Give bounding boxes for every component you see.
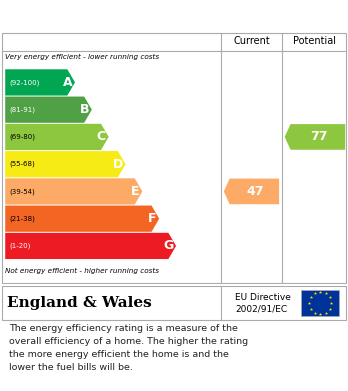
Text: (39-54): (39-54) <box>9 188 35 195</box>
Text: (21-38): (21-38) <box>9 215 35 222</box>
Text: (92-100): (92-100) <box>9 79 40 86</box>
Polygon shape <box>224 179 279 204</box>
Text: G: G <box>163 239 173 253</box>
Text: E: E <box>131 185 140 198</box>
Text: (55-68): (55-68) <box>9 161 35 167</box>
Polygon shape <box>5 69 75 95</box>
Text: The energy efficiency rating is a measure of the
overall efficiency of a home. T: The energy efficiency rating is a measur… <box>9 324 248 371</box>
Polygon shape <box>5 151 126 177</box>
Polygon shape <box>5 124 109 150</box>
Text: Energy Efficiency Rating: Energy Efficiency Rating <box>7 9 217 23</box>
Bar <box>301 290 339 316</box>
Text: A: A <box>63 76 72 89</box>
Polygon shape <box>5 97 92 123</box>
Polygon shape <box>5 233 176 259</box>
Text: EU Directive
2002/91/EC: EU Directive 2002/91/EC <box>235 292 291 314</box>
Text: Very energy efficient - lower running costs: Very energy efficient - lower running co… <box>5 54 159 59</box>
Text: (69-80): (69-80) <box>9 134 35 140</box>
Text: C: C <box>97 131 106 143</box>
Polygon shape <box>5 178 142 204</box>
Text: B: B <box>80 103 89 116</box>
Polygon shape <box>5 206 159 232</box>
Text: England & Wales: England & Wales <box>7 296 152 310</box>
Text: (1-20): (1-20) <box>9 243 31 249</box>
Text: Current: Current <box>233 36 270 47</box>
Text: Potential: Potential <box>293 36 335 47</box>
Text: (81-91): (81-91) <box>9 106 35 113</box>
Text: 47: 47 <box>246 185 264 198</box>
Text: 77: 77 <box>310 131 327 143</box>
Polygon shape <box>285 124 345 150</box>
Text: Not energy efficient - higher running costs: Not energy efficient - higher running co… <box>5 268 159 274</box>
Text: F: F <box>148 212 156 225</box>
Text: D: D <box>112 158 123 171</box>
